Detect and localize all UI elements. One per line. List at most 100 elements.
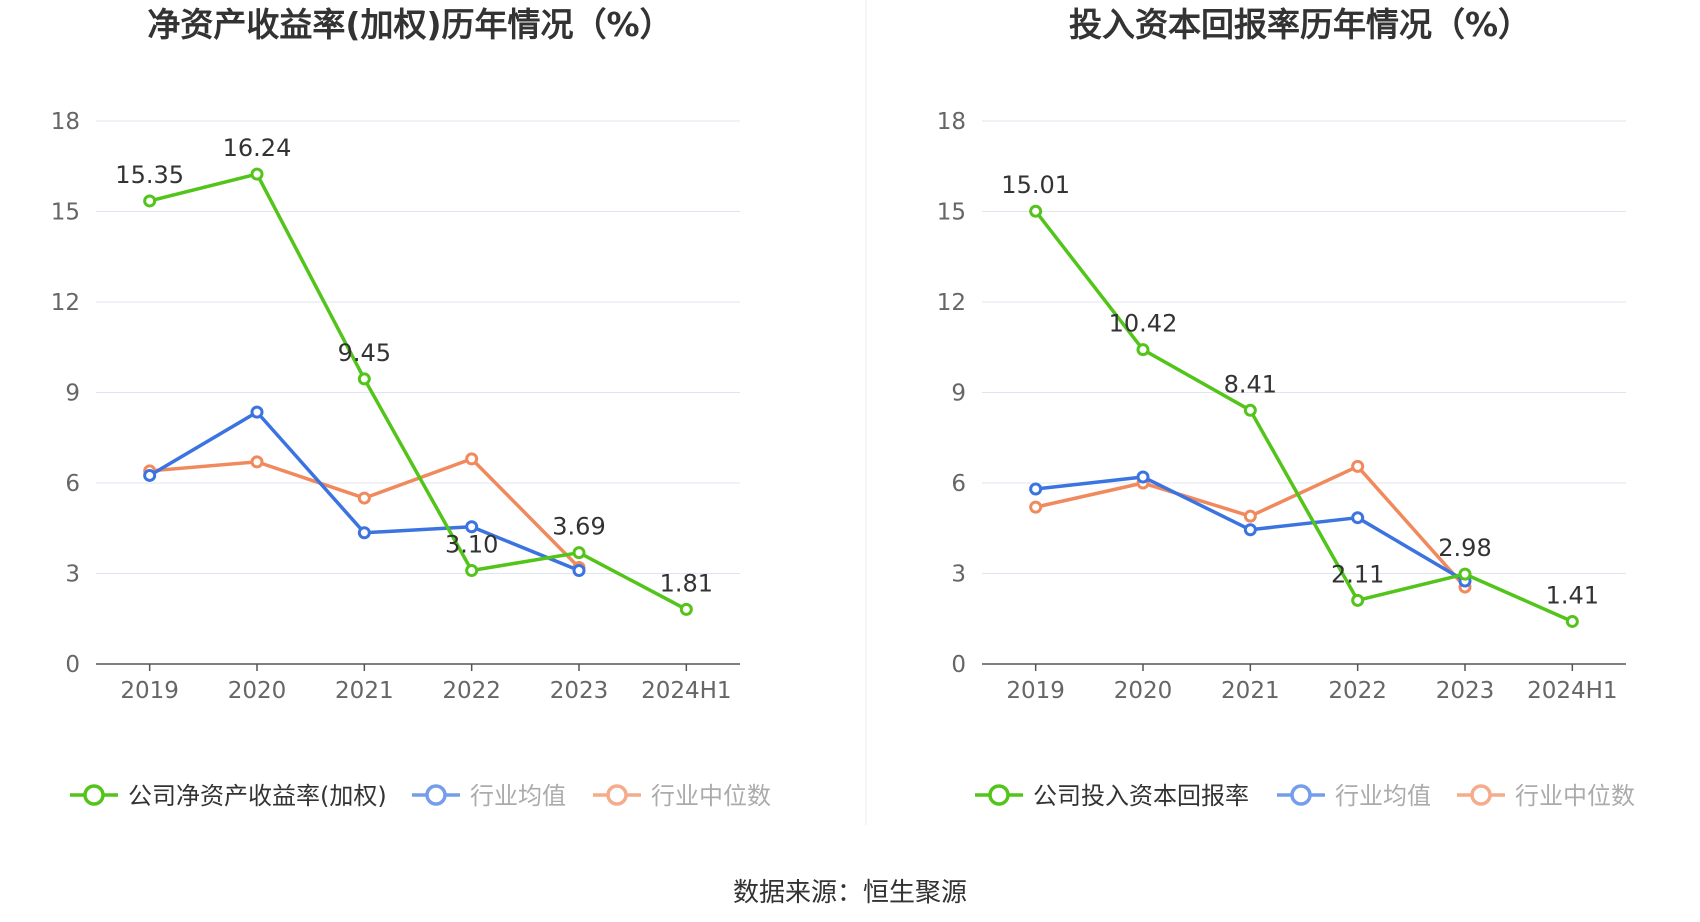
- y-tick-label: 18: [51, 109, 80, 135]
- legend-label: 行业均值: [1335, 782, 1431, 810]
- y-tick-label: 6: [65, 471, 80, 497]
- legend-item[interactable]: 公司净资产收益率(加权): [70, 782, 387, 810]
- data-point: [357, 491, 371, 505]
- legend-item[interactable]: 行业中位数: [593, 782, 771, 810]
- series-line: [149, 172, 688, 611]
- data-label: 2.11: [1331, 560, 1384, 588]
- chart-2-title: 投入资本回报率历年情况（%）: [1069, 5, 1531, 44]
- y-tick-label: 9: [65, 381, 80, 407]
- data-point: [1029, 482, 1043, 496]
- x-tick-label: 2023: [550, 678, 609, 704]
- legend-marker: [988, 784, 1010, 806]
- data-label: 10.42: [1109, 310, 1178, 338]
- data-label: 16.24: [223, 134, 292, 162]
- chart-2-x-axis: 2019 2020 2021 2022 2023 2024H1: [982, 663, 1626, 704]
- chart-1-legend[interactable]: 公司净资产收益率(加权) 行业均值 行业中位数: [70, 782, 771, 810]
- y-tick-label: 3: [951, 562, 966, 588]
- y-tick-label: 12: [937, 290, 966, 316]
- data-point: [1351, 511, 1365, 525]
- data-point: [143, 194, 157, 208]
- series-line: [148, 410, 580, 573]
- data-label: 2.98: [1438, 534, 1491, 562]
- data-label: 15.35: [115, 161, 184, 189]
- legend-marker: [606, 784, 628, 806]
- data-point: [1136, 343, 1150, 357]
- data-label: 9.45: [338, 339, 391, 367]
- chart-1-grid: [96, 120, 740, 574]
- data-point: [1243, 403, 1257, 417]
- data-label: 3.69: [552, 513, 605, 541]
- legend-marker: [83, 784, 105, 806]
- data-label: 8.41: [1224, 370, 1277, 398]
- data-point: [250, 405, 264, 419]
- x-tick-label: 2023: [1436, 678, 1495, 704]
- data-label: 3.10: [445, 530, 498, 558]
- x-tick-label: 2024H1: [641, 678, 731, 704]
- data-point: [143, 468, 157, 482]
- x-tick-label: 2022: [442, 678, 501, 704]
- x-tick-label: 2019: [120, 678, 179, 704]
- y-tick-label: 3: [65, 562, 80, 588]
- legend-label: 行业中位数: [651, 782, 771, 810]
- y-tick-label: 6: [951, 471, 966, 497]
- legend-item[interactable]: 行业均值: [1277, 782, 1431, 810]
- x-tick-label: 2020: [228, 678, 287, 704]
- chart-2-series: [1029, 204, 1579, 628]
- series-line: [149, 457, 581, 569]
- y-tick-label: 9: [951, 381, 966, 407]
- chart-1-series: [143, 167, 693, 616]
- data-point: [250, 455, 264, 469]
- data-point: [679, 602, 693, 616]
- y-tick-label: 0: [951, 652, 966, 678]
- legend-item[interactable]: 公司投入资本回报率: [975, 782, 1249, 810]
- data-point: [1458, 567, 1472, 581]
- data-point: [1351, 593, 1365, 607]
- chart-1-data-labels: 15.35 16.24 9.45 3.10 3.69 1.81: [115, 134, 713, 597]
- x-tick-label: 2019: [1006, 678, 1065, 704]
- x-tick-label: 2022: [1328, 678, 1387, 704]
- data-label: 1.41: [1546, 581, 1599, 609]
- legend-marker: [1470, 784, 1492, 806]
- data-point: [572, 563, 586, 577]
- legend-label: 公司净资产收益率(加权): [128, 782, 387, 810]
- y-tick-label: 12: [51, 290, 80, 316]
- data-point: [465, 520, 479, 534]
- source-text: 数据来源：恒生聚源: [733, 878, 967, 908]
- legend-item[interactable]: 行业均值: [412, 782, 566, 810]
- y-tick-label: 18: [937, 109, 966, 135]
- legend-label: 公司投入资本回报率: [1033, 782, 1249, 810]
- y-tick-label: 0: [65, 652, 80, 678]
- data-point: [357, 526, 371, 540]
- legend-label: 行业中位数: [1515, 782, 1635, 810]
- legend-item[interactable]: 行业中位数: [1457, 782, 1635, 810]
- data-point: [1029, 500, 1043, 514]
- series-line: [1034, 210, 1574, 624]
- y-tick-label: 15: [937, 200, 966, 226]
- chart-1-x-axis: 2019 2020 2021 2022 2023 2024H1: [96, 663, 740, 704]
- y-tick-label: 15: [51, 200, 80, 226]
- data-point: [1136, 470, 1150, 484]
- x-tick-label: 2024H1: [1527, 678, 1617, 704]
- data-point: [572, 546, 586, 560]
- chart-2-legend[interactable]: 公司投入资本回报率 行业均值 行业中位数: [975, 782, 1635, 810]
- data-point: [1243, 509, 1257, 523]
- chart-1-y-tick-labels: 0 3 6 9 12 15 18: [51, 109, 80, 678]
- legend-marker: [425, 784, 447, 806]
- data-label: 1.81: [660, 569, 713, 597]
- legend-label: 行业均值: [470, 782, 566, 810]
- x-tick-label: 2020: [1114, 678, 1173, 704]
- legend-marker: [1290, 784, 1312, 806]
- data-point: [1565, 614, 1579, 628]
- data-label: 15.01: [1001, 171, 1070, 199]
- data-point: [1351, 459, 1365, 473]
- data-point: [465, 452, 479, 466]
- chart-1-title: 净资产收益率(加权)历年情况（%）: [147, 5, 672, 44]
- data-point: [1029, 204, 1043, 218]
- data-point: [357, 372, 371, 386]
- data-point: [250, 167, 264, 181]
- data-point: [1243, 523, 1257, 537]
- chart-2-y-tick-labels: 0 3 6 9 12 15 18: [937, 109, 966, 678]
- chart-2-data-labels: 15.01 10.42 8.41 2.11 2.98 1.41: [1001, 171, 1599, 609]
- x-tick-label: 2021: [1221, 678, 1280, 704]
